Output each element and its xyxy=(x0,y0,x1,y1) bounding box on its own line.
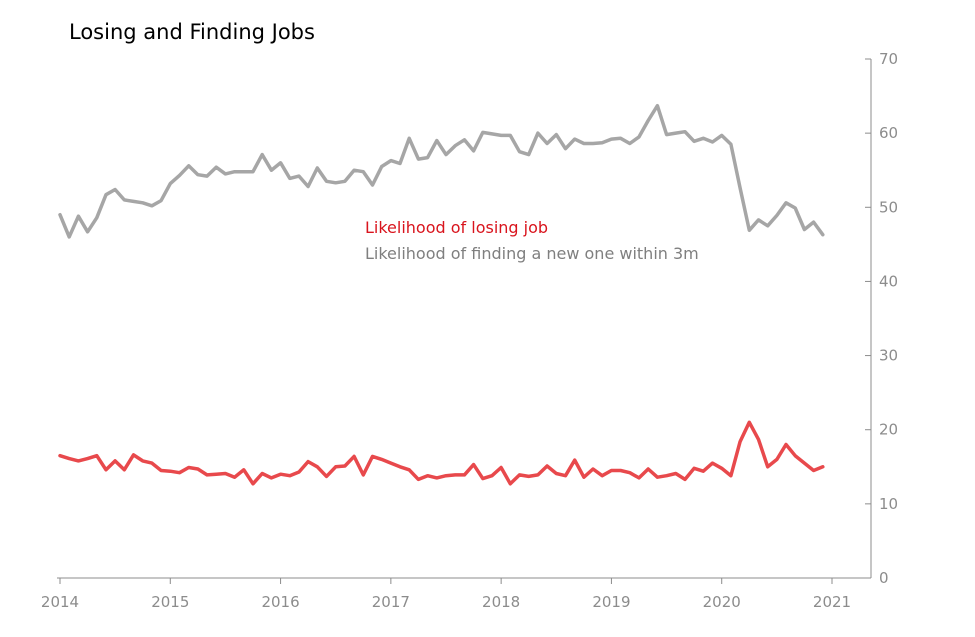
x-tick-label: 2018 xyxy=(482,593,520,611)
y-tick-label: 60 xyxy=(879,124,898,142)
x-tick-label: 2020 xyxy=(703,593,741,611)
y-tick-label: 40 xyxy=(879,272,898,290)
x-tick-label: 2017 xyxy=(372,593,410,611)
chart-axes xyxy=(57,59,872,579)
legend-label-finding-job: Likelihood of finding a new one within 3… xyxy=(365,244,699,263)
legend-label-losing-job: Likelihood of losing job xyxy=(365,218,549,237)
x-tick-label: 2015 xyxy=(151,593,189,611)
y-axis-ticks: 0 10 20 30 40 50 60 70 xyxy=(865,50,898,587)
chart-title: Losing and Finding Jobs xyxy=(69,20,315,44)
y-tick-label: 20 xyxy=(879,421,898,439)
x-tick-label: 2016 xyxy=(261,593,299,611)
y-tick-label: 70 xyxy=(879,50,898,68)
y-tick-label: 50 xyxy=(879,198,898,216)
y-tick-label: 10 xyxy=(879,495,898,513)
x-tick-label: 2019 xyxy=(592,593,630,611)
series-line-losing-job xyxy=(58,420,825,486)
y-tick-label: 30 xyxy=(879,347,898,365)
x-axis-ticks: 2014 2015 2016 2017 2018 2019 2020 2021 xyxy=(41,578,851,611)
x-tick-label: 2021 xyxy=(813,593,851,611)
y-tick-label: 0 xyxy=(879,569,889,587)
x-tick-label: 2014 xyxy=(41,593,79,611)
series-layer xyxy=(58,103,825,486)
series-line-finding-job xyxy=(58,103,825,239)
